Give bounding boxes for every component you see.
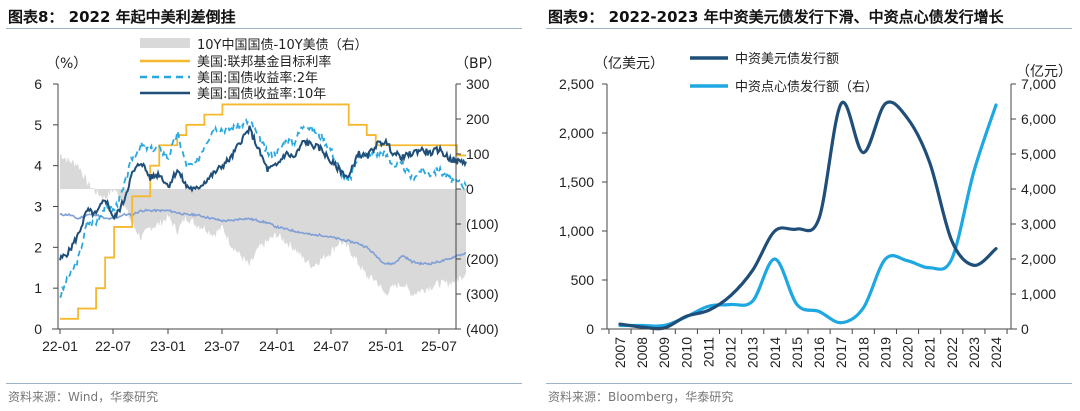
y2-tick-label: 0: [1021, 321, 1029, 337]
y-tick-label: 1,500: [559, 174, 594, 190]
legend-label: 美国:国债收益率:2年: [197, 70, 318, 86]
x-tick-label: 25-07: [421, 338, 457, 354]
x-tick-label: 2013: [745, 337, 761, 368]
y-axis-unit: （%）: [46, 56, 87, 72]
y-tick-label: 5: [34, 117, 42, 133]
y-tick-label: 4: [34, 158, 42, 174]
y2-tick-label: (300): [466, 286, 499, 302]
us-2y-yield-line: [59, 117, 467, 299]
y-tick-label: 500: [571, 272, 595, 288]
right-title-divider: [546, 28, 1072, 29]
x-tick-label: 25-01: [368, 338, 404, 354]
y-tick-label: 1,000: [559, 223, 594, 239]
x-tick-label: 2014: [767, 337, 783, 368]
y2-tick-label: (100): [466, 216, 499, 232]
y2-tick-label: 5,000: [1021, 146, 1056, 162]
y2-axis-unit: （亿元）: [1016, 64, 1072, 80]
x-tick-label: 22-07: [95, 338, 131, 354]
x-tick-label: 2008: [634, 337, 650, 368]
legend-label: 10Y中国国债-10Y美债（右）: [197, 38, 368, 53]
legend-label: 中资点心债发行额（右）: [735, 79, 878, 95]
y2-tick-label: 300: [466, 76, 490, 92]
x-tick-label: 2007: [612, 337, 628, 368]
x-tick-label: 2011: [700, 337, 716, 367]
x-tick-label: 2016: [811, 337, 827, 368]
x-tick-label: 2015: [789, 337, 805, 368]
y-tick-label: 3: [34, 199, 42, 215]
left-chart-title: 图表8： 2022 年起中美利差倒挂: [8, 8, 236, 26]
x-tick-label: 2022: [944, 337, 960, 368]
x-tick-label: 2020: [900, 337, 916, 368]
x-tick-label: 2021: [922, 337, 938, 368]
spread-area: [60, 154, 466, 297]
dim-sum-bond-issuance-line: [618, 103, 998, 328]
x-tick-label: 24-07: [313, 338, 349, 354]
y2-tick-label: 6,000: [1021, 111, 1056, 127]
x-tick-label: 2024: [988, 337, 1004, 368]
x-tick-label: 2012: [723, 337, 739, 368]
x-tick-label: 23-07: [204, 338, 240, 354]
left-chart-svg: 0 1 2 3 4 5 6 (400) (300) (200) (100) 0 100 200 300 22-…: [34, 38, 501, 354]
right-chart-svg: 0 500 1,000 1,500 2,000 2,500 0 1,000 2,000 3,000…: [559, 51, 1072, 368]
x-tick-label: 2010: [678, 337, 694, 368]
y2-tick-label: 4,000: [1021, 181, 1056, 197]
y2-tick-label: 2,000: [1021, 251, 1056, 267]
y-tick-label: 2,500: [559, 76, 594, 92]
left-source-divider: [6, 383, 522, 384]
y-tick-label: 2: [34, 239, 42, 255]
right-chart-title: 图表9： 2022-2023 年中资美元债发行下滑、中资点心债发行增长: [548, 8, 1004, 26]
x-tick-label: 22-01: [42, 338, 78, 354]
y2-tick-label: (200): [466, 251, 499, 267]
y2-tick-label: 1,000: [1021, 286, 1056, 302]
y-tick-label: 2,000: [559, 125, 594, 141]
x-tick-label: 23-01: [150, 338, 186, 354]
y-tick-label: 0: [586, 321, 594, 337]
y2-tick-label: 100: [466, 146, 490, 162]
right-chart-panel: 图表9： 2022-2023 年中资美元债发行下滑、中资点心债发行增长 0 500…: [540, 0, 1080, 411]
left-chart-panel: 图表8： 2022 年起中美利差倒挂 0 1 2 3 4 5 6 (400) (300) (200…: [0, 0, 530, 411]
y-tick-label: 0: [34, 321, 42, 337]
fed-funds-rate-line: [60, 103, 466, 320]
x-tick-label: 24-01: [259, 338, 295, 354]
x-tick-label: 2019: [877, 337, 893, 368]
y-tick-label: 6: [34, 76, 42, 92]
x-tick-label: 2009: [656, 337, 672, 368]
right-source-divider: [546, 383, 1072, 384]
left-chart-source: 资料来源：Wind，华泰研究: [8, 390, 159, 404]
legend-label: 美国:国债收益率:10年: [197, 86, 326, 102]
right-chart-source: 资料来源：Bloomberg，华泰研究: [548, 390, 734, 404]
x-tick-label: 2017: [833, 337, 849, 368]
left-title-divider: [6, 28, 522, 29]
y2-tick-label: 200: [466, 111, 490, 127]
x-tick-label: 2018: [855, 337, 871, 368]
y2-tick-label: 0: [466, 181, 474, 197]
y-tick-label: 1: [34, 280, 42, 296]
legend-label: 美国:联邦基金目标利率: [197, 54, 331, 70]
x-tick-label: 2023: [966, 337, 982, 368]
usd-bond-issuance-line: [618, 100, 998, 331]
y-axis-unit: （亿美元）: [594, 56, 664, 72]
y2-tick-label: 7,000: [1021, 76, 1056, 92]
us-10y-yield-line: [59, 125, 467, 261]
y2-axis-unit: （BP）: [455, 56, 501, 72]
legend-label: 中资美元债发行额: [735, 51, 839, 67]
y2-tick-label: 3,000: [1021, 216, 1056, 232]
y2-tick-label: (400): [466, 321, 499, 337]
light-blue-line: [59, 208, 467, 266]
legend-swatch-spread: [140, 38, 190, 48]
